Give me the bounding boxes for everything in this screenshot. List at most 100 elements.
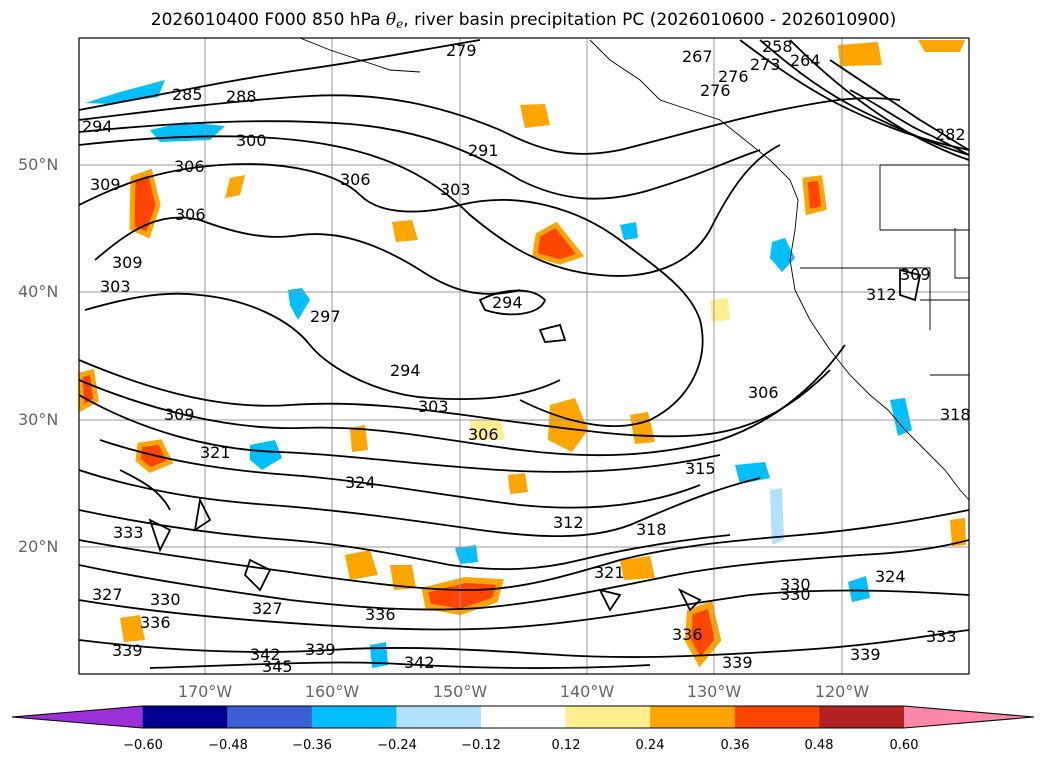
contour-label: 345 [262,657,293,676]
contour-label: 312 [553,513,584,532]
contour-label: 333 [926,627,957,646]
contour-label: 303 [418,397,449,416]
contour-labels: 279 285 288 294 300 306 309 306 309 303 … [82,37,971,676]
contour-label: 306 [468,425,499,444]
precip-positive-patch [838,42,882,66]
contour-label: 273 [750,55,781,74]
colorbar-segment [904,706,1034,728]
lat-label: 30°N [18,410,59,429]
precip-negative-patch [848,576,870,602]
contour-label: 276 [700,81,731,100]
contour-label: 258 [762,37,793,56]
precip-positive-patch [520,104,550,128]
contour-label: 303 [100,277,131,296]
colorbar-segment [227,706,313,728]
contour-label: 336 [672,625,703,644]
colorbar-outline [11,705,1035,729]
contour-label: 327 [92,585,123,604]
contour-label: 309 [900,265,931,284]
colorbar-segment [396,706,482,728]
colorbar-segment [819,706,905,728]
contour-label: 342 [404,653,435,672]
contour-label: 282 [935,125,966,144]
lon-label: 160°W [304,682,360,701]
precip-weak-negative-patch [770,488,784,545]
contour-label: 294 [492,293,523,312]
colorbar-tick: −0.24 [377,738,417,753]
lon-label: 140°W [559,682,615,701]
colorbar-tick: 0.24 [635,738,665,753]
colorbar-tick: 0.36 [720,738,750,753]
lon-label: 130°W [686,682,742,701]
contour-label: 276 [718,67,749,86]
contour-label: 264 [790,51,821,70]
colorbar [11,705,1035,729]
contour-label: 300 [236,131,267,150]
precip-negative-patch [620,222,638,240]
contour-label: 285 [172,85,203,104]
contour-label: 330 [780,575,811,594]
contour-label: 321 [200,443,231,462]
contour-label: 339 [850,645,881,664]
colorbar-tick: 0.60 [889,738,919,753]
precip-positive-patch [421,576,504,616]
precip-negative-patch [288,288,310,320]
colorbar-tick: −0.36 [292,738,332,753]
contour-label: 309 [90,175,121,194]
contour-label: 267 [682,47,713,66]
precip-positive-patch [684,601,722,668]
contour-label: 318 [636,520,667,539]
precip-positive-patch [508,473,528,494]
colorbar-segment [481,706,567,728]
contour-label: 321 [594,563,625,582]
contour-label: 336 [140,613,171,632]
precip-positive-patch [225,175,245,198]
precip-negative-patch [770,238,795,272]
contour-label: 291 [468,141,499,160]
precip-positive-patch [392,220,418,242]
contour-label: 306 [174,157,205,176]
contour-label: 288 [226,87,257,106]
precip-positive-patch [548,398,588,452]
contour-label: 297 [310,307,341,326]
contour-label: 309 [112,253,143,272]
colorbar-segment [12,706,143,728]
lon-label: 170°W [177,682,233,701]
contour-label: 318 [940,405,971,424]
contour-label: 327 [252,599,283,618]
colorbar-segment [565,706,651,728]
contour-label: 294 [82,117,113,136]
lat-label: 50°N [18,155,59,174]
colorbar-tick: 0.12 [551,738,581,753]
precip-positive-patch [345,550,378,580]
precip-positive-patch [950,518,966,546]
precip-positive-patch [630,412,655,444]
colorbar-tick: −0.12 [461,738,501,753]
map-frame [78,37,970,675]
colorbar-segment [734,706,820,728]
colorbar-segment [142,706,228,728]
precip-negative-patch [735,462,770,484]
precip-positive-patch [620,556,655,580]
contour-label: 333 [113,523,144,542]
contour-label: 306 [175,205,206,224]
graticule [79,38,969,674]
precip-positive-patch [129,168,161,239]
lon-label: 120°W [814,682,870,701]
contour-label: 330 [780,585,811,604]
contour-label: 306 [340,170,371,189]
contour-label: 342 [250,645,281,664]
theta-e-contours [79,39,969,669]
map-title: 2026010400 F000 850 hPa θe, river basin … [150,10,897,31]
precip-positive-patch [802,175,827,216]
contour-label: 309 [164,405,195,424]
colorbar-segment [311,706,397,728]
contour-label: 303 [440,180,471,199]
precip-positive-patch [390,565,416,590]
colorbar-segment [650,706,736,728]
precip-positive-patch [710,298,730,322]
contour-label: 339 [112,641,143,660]
lon-label: 150°W [432,682,488,701]
colorbar-tick: −0.48 [208,738,248,753]
